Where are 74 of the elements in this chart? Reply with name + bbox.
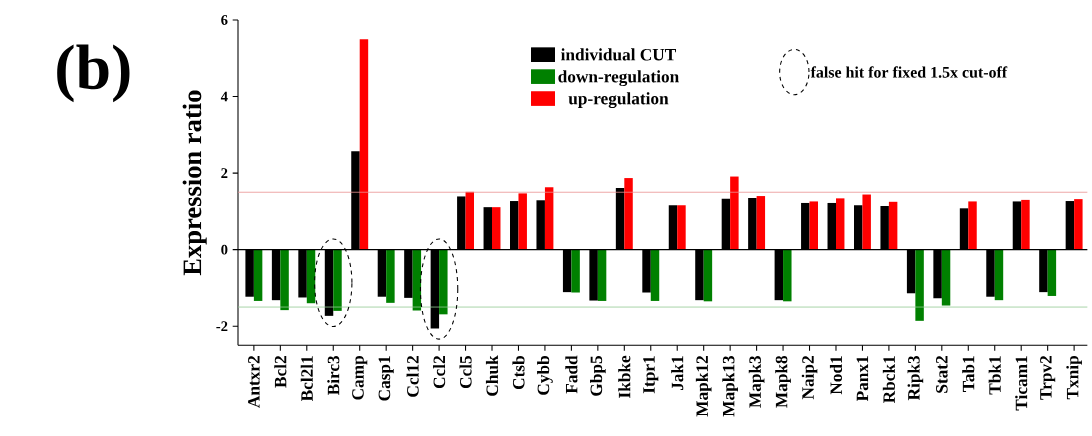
x-tick-label: Bcl2l1	[300, 356, 313, 402]
bar	[650, 249, 660, 301]
x-tick-label: Camp	[352, 356, 368, 400]
x-tick-label: Rbck1	[882, 356, 895, 404]
x-tick-label: Nod1	[829, 356, 843, 395]
x-tick-label: Naip2	[801, 356, 818, 400]
x-tick-label: Panx1	[856, 356, 869, 402]
bar	[253, 249, 263, 301]
x-tick-label: Mapk3	[748, 355, 765, 408]
x-tick-label: Mapk12	[695, 356, 712, 417]
legend-label: up-regulation	[568, 92, 669, 109]
bar	[888, 201, 898, 250]
bar	[835, 198, 845, 250]
bar	[359, 39, 369, 250]
bar	[968, 201, 977, 250]
x-tick-label: Jak1	[671, 356, 684, 391]
bar	[544, 187, 554, 250]
x-tick-label: Ccl5	[459, 355, 472, 389]
bar	[783, 249, 792, 302]
bar	[465, 191, 475, 250]
bar	[306, 249, 316, 304]
bar	[280, 249, 289, 311]
bar	[597, 249, 607, 301]
bar	[941, 249, 951, 306]
bar	[386, 249, 395, 303]
bar	[518, 193, 527, 250]
text: (b)	[57, 44, 130, 103]
x-tick-label: Mapk8	[775, 355, 791, 408]
x-tick-label: Ripk3	[907, 355, 924, 401]
x-tick-label: Cybb	[537, 356, 553, 395]
x-tick-label: Ikbke	[618, 355, 631, 398]
bar	[730, 176, 739, 250]
x-tick-label: Fadd	[565, 355, 578, 394]
y-tick-label: 0	[221, 244, 228, 255]
bar	[756, 196, 766, 250]
x-tick-label: Ccl2	[433, 356, 446, 389]
bar	[571, 249, 580, 293]
x-tick-label: Gbp5	[590, 355, 606, 396]
bar	[677, 205, 686, 250]
bar	[492, 207, 501, 250]
x-tick-label: Trpv2	[1040, 356, 1056, 400]
x-tick-label: Antxr2	[248, 356, 260, 408]
x-tick-label: Tbk1	[988, 356, 1001, 395]
bar	[1021, 199, 1030, 250]
bar	[1047, 249, 1057, 296]
x-tick-label: Ticam1	[1015, 356, 1028, 411]
bar	[809, 201, 818, 250]
x-tick-label: Ccl12	[406, 356, 419, 397]
bar	[1074, 199, 1083, 250]
bar	[862, 194, 871, 250]
y-tick-label: -2	[216, 321, 228, 332]
x-tick-label: Tab1	[962, 356, 975, 392]
legend-label: down-regulation	[558, 70, 679, 87]
annotation: false hit for fixed 1.5x cut-off	[810, 66, 1008, 78]
bar	[703, 249, 713, 302]
x-tick-label: Stat2	[936, 356, 948, 393]
y-tick-label: 4	[220, 91, 228, 102]
bar	[994, 249, 1004, 301]
bar	[333, 249, 342, 311]
x-tick-label: Bcl2	[274, 356, 287, 388]
bar	[624, 178, 633, 250]
x-tick-label: Chuk	[485, 355, 499, 396]
x-tick-label: Txnip	[1066, 356, 1082, 400]
x-tick-label: Mapk13	[722, 355, 738, 417]
y-tick-label: 6	[221, 15, 228, 25]
x-tick-label: Itpr1	[643, 356, 659, 394]
y-tick-label: 2	[221, 168, 228, 178]
bar	[915, 249, 924, 321]
bar	[439, 249, 448, 315]
y-axis-title: Expression ratio	[182, 90, 207, 276]
legend-label: individual CUT	[561, 48, 676, 61]
x-tick-label: Ctsb	[512, 356, 525, 390]
x-tick-label: Casp1	[378, 356, 394, 401]
x-tick-label: Birc3	[327, 355, 340, 396]
